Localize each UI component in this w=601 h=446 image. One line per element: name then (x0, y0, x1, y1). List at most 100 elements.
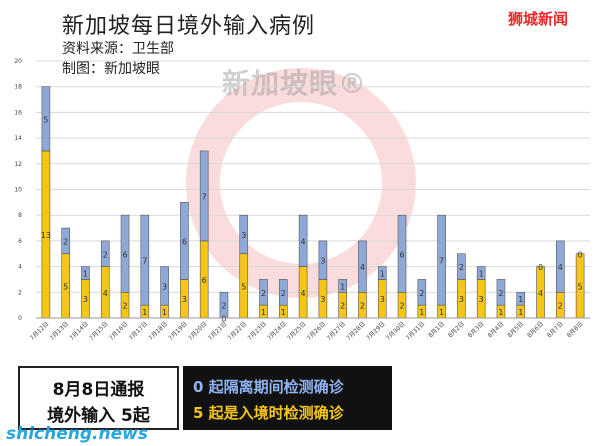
bar-quarantine (199, 150, 209, 242)
data-label-quarantine: 4 (360, 263, 365, 272)
y-tick-label: 16 (14, 109, 22, 116)
source-caption: 资料来源：卫生部 (62, 41, 174, 57)
data-label-quarantine: 3 (162, 282, 167, 291)
data-label-quarantine: 2 (103, 250, 108, 259)
data-label-quarantine: 2 (221, 302, 226, 311)
x-tick-label: 7月31日 (405, 320, 427, 342)
bar-quarantine (318, 240, 328, 280)
x-tick-label: 8月7日 (546, 320, 565, 339)
y-tick-label: 0 (18, 315, 22, 322)
data-label-entry: 3 (380, 295, 385, 304)
x-tick-label: 8月1日 (427, 320, 446, 339)
data-label-quarantine: 6 (122, 250, 127, 259)
bar-quarantine (496, 279, 506, 306)
summary-count: 境外输入 5起 (47, 406, 150, 426)
y-tick-label: 4 (18, 264, 22, 271)
bar-quarantine (417, 279, 427, 306)
bar-quarantine (377, 266, 387, 280)
data-label-quarantine: 5 (43, 115, 48, 124)
data-label-quarantine: 2 (459, 263, 464, 272)
bar-quarantine (556, 240, 565, 293)
data-label-quarantine: 6 (399, 250, 404, 259)
data-label-entry: 0 (221, 315, 226, 324)
data-label-entry: 3 (182, 295, 187, 304)
data-label-entry: 4 (301, 289, 306, 298)
data-label-entry: 1 (439, 308, 444, 317)
data-label-entry: 3 (459, 295, 464, 304)
data-label-entry: 1 (498, 308, 503, 317)
data-label-quarantine: 1 (479, 270, 484, 279)
data-label-entry: 1 (518, 308, 523, 317)
x-tick-label: 7月14日 (68, 320, 90, 342)
bar-quarantine (358, 240, 367, 293)
watermark-text: 新加坡眼® (222, 67, 368, 100)
data-label-quarantine: 3 (320, 257, 325, 266)
x-tick-label: 7月15日 (88, 320, 110, 342)
note-quarantine: 0 起隔离期间检测确诊 (193, 378, 344, 396)
data-label-entry: 2 (399, 302, 404, 311)
x-tick-label: 7月27日 (326, 320, 348, 342)
data-label-quarantine: 0 (578, 250, 583, 259)
data-label-entry: 1 (142, 308, 147, 317)
bar-quarantine (140, 214, 150, 306)
x-tick-label: 7月22日 (227, 320, 249, 342)
data-label-quarantine: 7 (439, 257, 444, 266)
bar-quarantine (516, 291, 526, 306)
x-tick-label: 7月25日 (286, 320, 308, 342)
x-tick-label: 7月28日 (345, 320, 367, 342)
x-tick-label: 8月5日 (506, 320, 525, 339)
data-label-quarantine: 1 (380, 270, 385, 279)
data-label-quarantine: 2 (63, 237, 68, 246)
x-tick-label: 7月16日 (108, 320, 130, 342)
data-label-entry: 13 (41, 231, 51, 240)
data-label-entry: 5 (578, 282, 583, 291)
x-tick-label: 7月24日 (266, 320, 288, 342)
site-watermark: shicheng.news (6, 424, 148, 444)
bar-quarantine (41, 86, 51, 152)
data-label-entry: 4 (103, 289, 108, 298)
notes-box: 0 起隔离期间检测确诊 5 起是入境时检测确诊 (183, 366, 392, 430)
bar-quarantine (61, 227, 70, 255)
data-label-entry: 2 (340, 302, 345, 311)
y-tick-label: 6 (18, 238, 22, 245)
data-label-entry: 5 (241, 282, 246, 291)
y-tick-label: 2 (18, 289, 22, 296)
x-tick-label: 7月13日 (49, 320, 71, 342)
bar-quarantine (259, 279, 268, 306)
data-label-entry: 3 (83, 295, 88, 304)
brand-logo: 狮城新闻 (508, 10, 569, 28)
data-label-quarantine: 1 (518, 295, 523, 304)
data-label-entry: 1 (419, 308, 424, 317)
bar-quarantine (397, 214, 407, 293)
bar-quarantine (279, 279, 288, 306)
data-label-quarantine: 1 (340, 282, 345, 291)
x-tick-label: 8月4日 (487, 320, 506, 339)
x-tick-label: 8月8日 (566, 320, 585, 339)
data-label-entry: 1 (261, 308, 266, 317)
bar-quarantine (100, 240, 110, 267)
bar-quarantine (81, 266, 90, 280)
data-label-quarantine: 3 (241, 231, 246, 240)
summary-box: 8月8日通报 境外输入 5起 (18, 366, 179, 430)
data-label-quarantine: 1 (83, 270, 88, 279)
y-tick-label: 8 (18, 212, 22, 219)
data-label-entry: 5 (63, 282, 68, 291)
y-tick-label: 12 (14, 161, 22, 168)
data-label-entry: 4 (538, 289, 543, 298)
x-tick-label: 7月26日 (306, 320, 328, 342)
x-tick-label: 7月23日 (246, 320, 268, 342)
data-label-quarantine: 4 (558, 263, 563, 272)
data-label-entry: 2 (122, 302, 127, 311)
y-tick-label: 10 (14, 187, 22, 194)
data-label-quarantine: 4 (301, 237, 306, 246)
bar-quarantine (298, 214, 308, 267)
x-tick-label: 8月6日 (526, 320, 545, 339)
data-label-entry: 3 (320, 295, 325, 304)
summary-date: 8月8日通报 (52, 380, 145, 400)
x-tick-label: 7月19日 (167, 320, 189, 342)
x-tick-label: 7月18日 (147, 320, 169, 342)
x-tick-label: 7月17日 (128, 320, 150, 342)
y-tick-label: 14 (14, 135, 22, 142)
note-entry: 5 起是入境时检测确诊 (193, 404, 344, 422)
